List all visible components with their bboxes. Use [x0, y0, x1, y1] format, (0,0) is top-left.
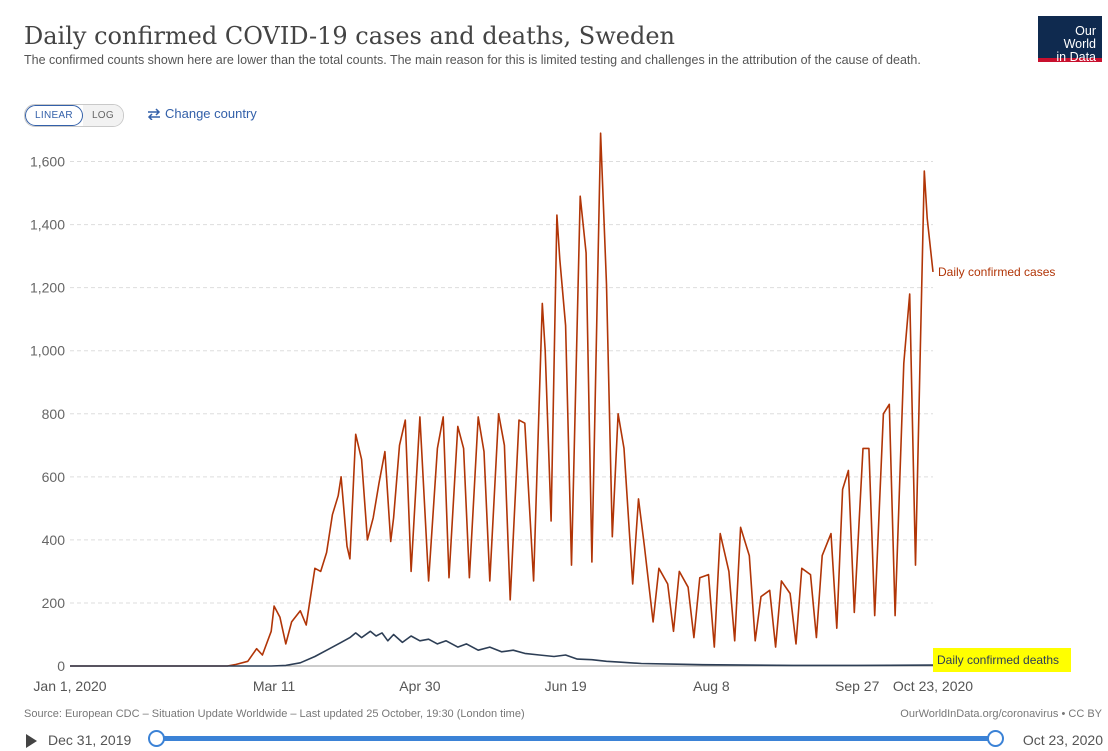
timeline-track[interactable]: [148, 730, 1004, 747]
y-tick-label: 0: [57, 658, 65, 674]
y-tick-label: 1,400: [30, 217, 65, 233]
change-country-button[interactable]: Change country: [147, 106, 257, 121]
owid-logo[interactable]: Our World in Data: [1038, 16, 1102, 64]
timeline-end-handle[interactable]: [987, 730, 1004, 747]
timeline-start-label: Dec 31, 2019: [48, 732, 132, 748]
change-country-label: Change country: [165, 106, 257, 121]
y-axis: 0 200 400 600 800 1,000 1,200 1,400 1,600: [30, 154, 65, 674]
series-layer: [70, 132, 934, 667]
grid-layer: [70, 161, 933, 667]
x-tick-label: Mar 11: [253, 678, 296, 694]
source-note: Source: European CDC – Situation Update …: [24, 708, 525, 720]
x-tick-label: Apr 30: [399, 678, 440, 694]
deaths-series-line[interactable]: [70, 630, 934, 667]
x-tick-label: Aug 8: [693, 678, 730, 694]
y-tick-label: 1,000: [30, 343, 65, 359]
y-tick-label: 1,600: [30, 154, 65, 170]
chart-subtitle: The confirmed counts shown here are lowe…: [24, 53, 921, 67]
y-tick-label: 1,200: [30, 280, 65, 296]
x-axis: Jan 1, 2020 Mar 11 Apr 30 Jun 19 Aug 8 Sep 27…: [33, 678, 973, 694]
cases-series-label: Daily confirmed cases: [938, 265, 1055, 279]
timeline-start-handle[interactable]: [148, 730, 165, 747]
y-tick-label: 200: [42, 595, 66, 611]
timeline: Dec 31, 2019 Oct 23, 2020: [24, 728, 1108, 750]
x-tick-label: Jan 1, 2020: [33, 678, 106, 694]
linear-scale-button[interactable]: LINEAR: [25, 105, 83, 126]
license-note[interactable]: OurWorldInData.org/coronavirus • CC BY: [900, 708, 1102, 720]
deaths-series-label: Daily confirmed deaths: [937, 653, 1059, 667]
series-labels: Daily confirmed cases Daily confirmed dea…: [933, 265, 1071, 672]
swap-arrows-icon: [147, 107, 161, 120]
chart-title: Daily confirmed COVID-19 cases and death…: [24, 22, 675, 50]
logo-line-1: Our World: [1063, 24, 1096, 51]
timeline-end-label: Oct 23, 2020: [1022, 732, 1103, 748]
logo-line-2: in Data: [1056, 50, 1096, 64]
x-tick-label: Oct 23, 2020: [893, 678, 973, 694]
cases-series-line[interactable]: [70, 132, 934, 667]
line-chart: 0 200 400 600 800 1,000 1,200 1,400 1,600 Jan 1,…: [30, 132, 1071, 694]
y-tick-label: 800: [42, 406, 66, 422]
deaths-label-highlight: [933, 648, 1071, 672]
y-tick-label: 600: [42, 469, 66, 485]
y-tick-label: 400: [42, 532, 66, 548]
log-scale-button[interactable]: LOG: [82, 105, 123, 126]
x-tick-label: Jun 19: [545, 678, 587, 694]
x-tick-label: Sep 27: [835, 678, 880, 694]
scale-toggle: LINEAR LOG: [24, 104, 124, 127]
play-icon[interactable]: [26, 734, 37, 748]
